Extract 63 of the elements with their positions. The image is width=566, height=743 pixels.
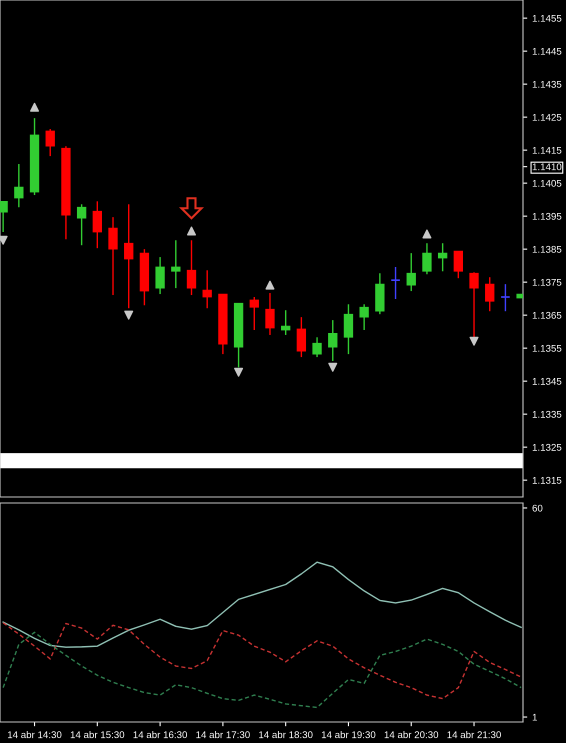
candlestick [422, 242, 432, 275]
x-tick-label: 14 abr 21:30 [447, 731, 501, 738]
y-tick-label: 1.1405 [532, 180, 562, 187]
candlestick [171, 240, 180, 289]
y-tick-label: 1.1345 [532, 378, 562, 385]
y-tick-label: 1.1365 [532, 312, 562, 319]
y-tick-label: 1.1385 [532, 246, 562, 253]
candlestick [186, 240, 196, 296]
point [234, 368, 244, 377]
y-tick-label: 1.1455 [532, 14, 562, 22]
y-tick-label: 1.1355 [532, 344, 562, 352]
point [470, 336, 479, 346]
candlestick [14, 163, 24, 208]
candlestick [485, 276, 494, 312]
point [186, 226, 196, 236]
point [124, 310, 134, 320]
y-tick-label: 1.1395 [532, 212, 562, 220]
candlestick [406, 252, 416, 292]
point [265, 280, 274, 290]
y-tick-label: 1.1375 [532, 278, 562, 286]
candlestick [296, 316, 306, 358]
line-series [2, 632, 522, 708]
candlestick [76, 204, 86, 246]
candlestick [92, 200, 102, 249]
y-tick-label: 60 [532, 504, 542, 512]
y-tick-label: 1.1435 [532, 80, 562, 88]
x-tick-label: 14 abr 15:30 [70, 731, 124, 738]
x-tick-label: 14 abr 18:30 [259, 731, 313, 738]
candlestick [46, 128, 55, 157]
y-tick-label: 1.1445 [532, 48, 562, 55]
candlestick [328, 319, 338, 362]
y-tick-label: 1.1410 [532, 163, 562, 170]
line-series [2, 561, 522, 648]
candlestick [265, 292, 275, 336]
y-tick-label: 1 [532, 714, 537, 721]
candlestick [438, 242, 448, 272]
x-tick-label: 14 abr 20:30 [384, 731, 438, 738]
point [422, 229, 432, 238]
candlestick [500, 283, 511, 312]
y-tick-label: 1.1335 [532, 410, 562, 418]
x-tick-label: 14 abr 19:30 [322, 731, 376, 738]
y-tick-label: 1.1315 [532, 476, 562, 484]
candlestick [155, 256, 165, 295]
point [0, 236, 8, 245]
candlestick [454, 250, 463, 279]
candlestick [344, 304, 354, 355]
x-tick-label: 14 abr 17:30 [196, 731, 250, 738]
candlestick [359, 304, 369, 331]
line-series [2, 622, 522, 700]
candlestick [124, 204, 134, 309]
point [30, 102, 40, 112]
candlestick [390, 266, 401, 300]
candlestick [250, 296, 259, 331]
x-tick-label: 14 abr 16:30 [134, 731, 188, 738]
point [328, 362, 338, 372]
y-tick-label: 1.1425 [532, 114, 562, 121]
candlestick [281, 310, 290, 336]
candlestick [202, 270, 212, 309]
y-tick-label: 1.1325 [532, 444, 562, 451]
candlestick [108, 216, 118, 296]
candlestick [312, 336, 322, 358]
x-tick-label: 14 abr 14:30 [8, 731, 62, 738]
y-tick-label: 1.1415 [532, 146, 562, 154]
